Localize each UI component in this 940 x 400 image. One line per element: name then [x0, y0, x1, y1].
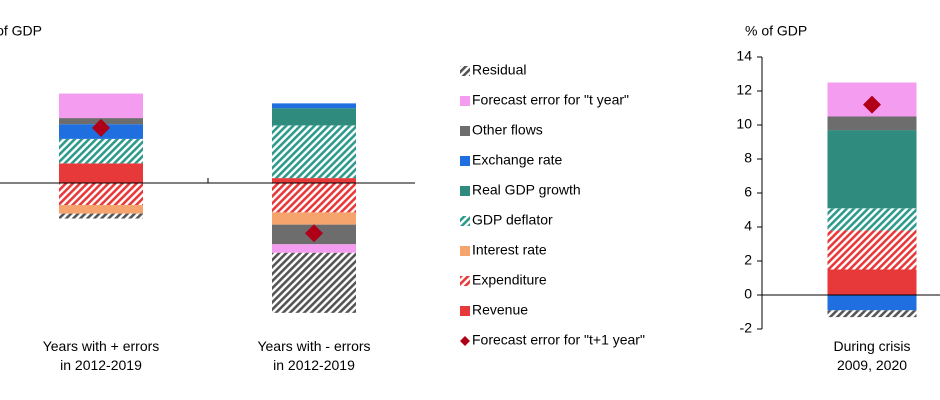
legend-swatch: [460, 276, 470, 286]
bar-segment: [272, 252, 356, 313]
bar-segment: [827, 208, 917, 231]
y-tick-label: 0: [744, 286, 752, 302]
bar-segment: [827, 269, 917, 295]
legend-swatch: [460, 306, 470, 316]
legend-swatch: [460, 66, 470, 76]
bar-segment: [59, 93, 143, 119]
bar-segment: [272, 103, 356, 109]
y-tick-label: 4: [744, 218, 752, 234]
legend-label: Expenditure: [472, 272, 547, 288]
bar-segment: [59, 183, 143, 206]
x-tick-label: During crisis 2009, 2020: [833, 338, 910, 373]
bar-segment: [272, 212, 356, 225]
legend-label: Interest rate: [472, 242, 547, 258]
legend-swatch: [460, 216, 470, 226]
y-tick-label: 14: [736, 48, 752, 64]
legend-swatch: [460, 96, 470, 106]
legend-swatch: [460, 246, 470, 256]
legend-swatch: [460, 126, 470, 136]
bar-segment: [272, 178, 356, 183]
bar-segment: [59, 213, 143, 219]
bar-segment: [59, 163, 143, 183]
legend-swatch: [460, 156, 470, 166]
bar-segment: [272, 244, 356, 253]
legend-label: Other flows: [472, 122, 543, 138]
bar-segment: [827, 116, 917, 131]
y-tick-label: 12: [736, 82, 752, 98]
legend-label: Forecast error for "t year": [472, 92, 629, 108]
bar-segment: [827, 230, 917, 270]
x-tick-label: Years with + errors in 2012-2019: [43, 338, 160, 373]
legend-swatch: [460, 186, 470, 196]
y-tick-label: -2: [740, 320, 753, 336]
legend-label: Revenue: [472, 302, 528, 318]
y-tick-label: 8: [744, 150, 752, 166]
bar-segment: [827, 295, 917, 311]
legend-label: Forecast error for "t+1 year": [472, 332, 645, 348]
bar-segment: [59, 205, 143, 214]
y-axis-title: % of GDP: [0, 23, 42, 39]
bar-segment: [272, 183, 356, 213]
marker: [92, 118, 110, 137]
bar-segment: [827, 130, 917, 209]
legend-marker: [460, 336, 470, 346]
marker: [863, 95, 881, 114]
bar-segment: [272, 125, 356, 179]
bar-segment: [59, 138, 143, 164]
bar-segment: [272, 108, 356, 126]
marker: [305, 224, 323, 243]
legend-label: Real GDP growth: [472, 182, 581, 198]
y-tick-label: 10: [736, 116, 752, 132]
x-tick-label: Years with - errors in 2012-2019: [257, 338, 370, 373]
legend-label: Residual: [472, 62, 526, 78]
y-axis-title: % of GDP: [745, 23, 807, 39]
y-tick-label: 6: [744, 184, 752, 200]
legend-label: GDP deflator: [472, 212, 553, 228]
legend-label: Exchange rate: [472, 152, 562, 168]
bar-segment: [827, 310, 917, 318]
y-tick-label: 2: [744, 252, 752, 268]
